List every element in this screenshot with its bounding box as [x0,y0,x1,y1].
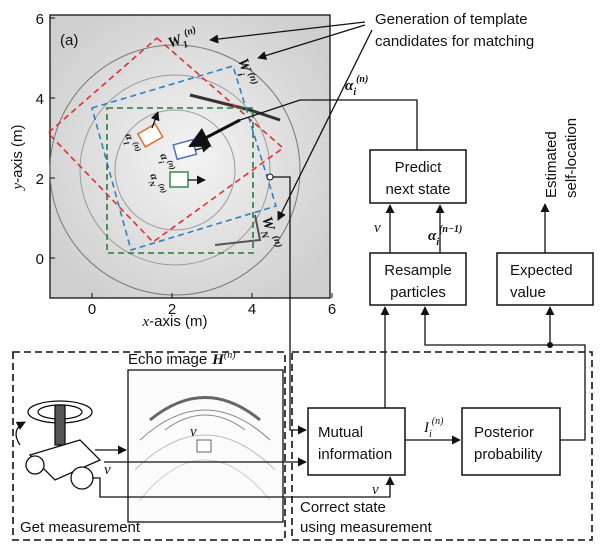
y-tick-label: 4 [36,91,44,108]
box-text: Mutual [318,424,363,441]
x-tick-label: 6 [328,301,336,318]
posterior-box [462,408,560,475]
panel-label: (a) [60,32,78,49]
annotation: candidates for matching [375,33,534,50]
mutual-box [308,408,405,475]
alpha-label: αi(n) [345,74,368,98]
v-label: v [190,424,197,440]
box-text: particles [390,284,446,301]
box-text: next state [385,181,450,198]
box-text: Expected [510,262,573,279]
i-label: Ii(n) [423,416,444,440]
output-label: self-location [563,118,580,198]
y-tick-label: 6 [36,11,44,28]
x-tick-label: 2 [168,301,176,318]
output-label: Estimated [543,131,560,198]
annotation: Generation of template [375,11,528,28]
y-axis-label: y-axis (m) [9,125,26,192]
robot [16,401,100,489]
y-tick-label: 0 [36,251,44,268]
box-text: Posterior [474,424,534,441]
location-dot [267,174,273,180]
box-text: information [318,446,392,463]
x-tick-label: 4 [248,301,256,318]
box-text: Resample [384,262,452,279]
box-text: value [510,284,546,301]
region-label: Correct state [300,499,386,516]
figure: (a) α1(n) αi(n) αN(n) W1(n) Wi(n) WN(n) … [0,0,603,549]
alpha-prev-label: αi(n−1) [428,224,462,248]
map-panel: (a) α1(n) αi(n) αN(n) W1(n) Wi(n) WN(n) … [9,11,372,330]
y-tick-label: 2 [36,171,44,188]
region-label: using measurement [300,519,433,536]
v-label: v [372,482,379,498]
region-label: Get measurement [20,519,141,536]
x-tick-label: 0 [88,301,96,318]
box-text: Predict [395,159,443,176]
v-label: v [104,462,111,478]
particle-robot [170,172,188,187]
v-label: v [374,220,381,236]
box-text: probability [474,446,543,463]
echo-robot [197,440,211,452]
